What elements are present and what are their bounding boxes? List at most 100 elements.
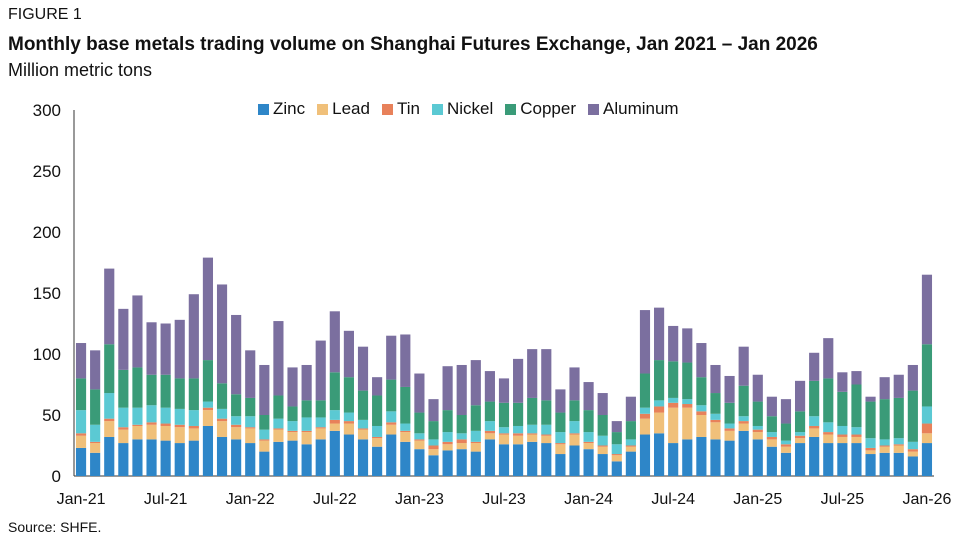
bar-segment-tin [865, 447, 876, 451]
bar-segment-nickel [470, 430, 481, 442]
bar-segment-lead [879, 446, 890, 453]
bar-segment-zinc [216, 436, 228, 476]
bar-segment-aluminum [386, 335, 397, 380]
bar-segment-zinc [569, 445, 580, 476]
bar-segment-nickel [513, 425, 524, 434]
bar-segment-nickel [160, 407, 171, 424]
bar-segment-lead [823, 434, 834, 444]
bar-segment-copper [188, 378, 199, 411]
bar-segment-zinc [386, 434, 397, 476]
bar-segment-tin [809, 425, 820, 429]
x-tick-label: Jul-23 [482, 491, 526, 508]
bar-segment-nickel [780, 440, 792, 445]
bar-segment-copper [216, 383, 228, 409]
bar-segment-zinc [132, 439, 143, 476]
bar-segment-copper [400, 386, 411, 424]
bar-segment-tin [484, 430, 495, 434]
bar-segment-nickel [625, 439, 636, 446]
bar-segment-nickel [555, 432, 566, 444]
bar-segment-aluminum [823, 338, 834, 379]
bar-segment-aluminum [90, 350, 101, 390]
bar-segment-aluminum [851, 371, 862, 385]
bar-segment-aluminum [231, 314, 242, 395]
bar-segment-aluminum [907, 364, 918, 391]
bar-segment-aluminum [160, 323, 171, 375]
bar-segment-lead [160, 425, 171, 441]
y-tick-label: 50 [42, 406, 61, 425]
bar-segment-aluminum [710, 364, 721, 394]
bar-segment-aluminum [104, 268, 115, 345]
bar-segment-copper [780, 423, 792, 441]
bar-segment-lead [893, 445, 904, 453]
bar-segment-aluminum [484, 371, 495, 402]
bar-segment-aluminum [357, 346, 369, 391]
bar-segment-tin [498, 433, 510, 435]
bar-segment-tin [428, 445, 439, 450]
bar-segment-lead [315, 428, 326, 440]
bar-segment-copper [118, 369, 129, 408]
bar-segment-nickel [301, 417, 312, 431]
legend-label-aluminum: Aluminum [603, 99, 679, 118]
bar-segment-tin [907, 449, 918, 452]
bar-segment-aluminum [498, 378, 510, 403]
bar-segment-tin [780, 444, 792, 447]
bar-segment-aluminum [400, 334, 411, 387]
bar-segment-zinc [597, 454, 608, 476]
bar-segment-nickel [456, 433, 467, 440]
legend-label-tin: Tin [396, 99, 420, 118]
bar-segment-copper [273, 395, 284, 419]
bar-segment-aluminum [301, 364, 312, 401]
bar-segment-aluminum [809, 352, 820, 381]
bar-segment-tin [90, 441, 101, 444]
bar-segment-zinc [104, 436, 115, 476]
bar-segment-aluminum [752, 374, 763, 402]
bar-segment-aluminum [696, 343, 707, 378]
bar-segment-aluminum [188, 294, 199, 379]
bar-segment-copper [823, 378, 834, 423]
bar-segment-lead [118, 429, 129, 444]
bar-segment-nickel [202, 401, 214, 408]
bar-segment-nickel [710, 413, 721, 420]
bar-segment-aluminum [216, 284, 228, 384]
bar-segment-copper [428, 421, 439, 440]
bar-segment-zinc [301, 444, 312, 476]
bar-segment-copper [569, 400, 580, 422]
bar-segment-copper [766, 416, 777, 433]
bar-segment-lead [794, 438, 806, 444]
bar-segment-nickel [386, 411, 397, 423]
bar-segment-lead [343, 423, 354, 435]
bar-segment-aluminum [654, 307, 665, 361]
bar-segment-tin [118, 427, 129, 430]
bar-segment-tin [541, 434, 552, 436]
bar-segment-aluminum [428, 399, 439, 422]
bar-segment-lead [921, 433, 933, 444]
x-tick-label: Jan-22 [226, 491, 275, 508]
bar-segment-copper [287, 406, 298, 422]
bar-segment-tin [400, 430, 411, 433]
bar-segment-tin [414, 439, 425, 441]
bar-segment-aluminum [583, 382, 594, 411]
bar-segment-aluminum [372, 377, 383, 396]
bar-segment-tin [654, 406, 665, 413]
bar-segment-tin [104, 418, 115, 422]
bar-segment-tin [174, 424, 185, 428]
bar-segment-aluminum [668, 325, 679, 362]
bar-segment-copper [456, 415, 467, 434]
x-tick-label: Jul-25 [821, 491, 865, 508]
bar-segment-tin [893, 444, 904, 446]
bar-segment-copper [527, 397, 538, 425]
bar-segment-nickel [273, 418, 284, 429]
bar-segment-lead [357, 429, 369, 440]
bar-segment-lead [513, 435, 524, 445]
bar-segment-zinc [668, 443, 679, 476]
bar-segment-nickel [259, 429, 270, 440]
bar-segment-zinc [400, 441, 411, 476]
legend-swatch-aluminum [588, 103, 600, 115]
bar-segment-aluminum [442, 366, 453, 411]
legend-item-copper: Copper [505, 99, 576, 119]
bar-segment-copper [146, 374, 157, 406]
bar-segment-zinc [809, 436, 820, 476]
bar-segment-tin [668, 402, 679, 408]
bar-segment-tin [724, 428, 735, 431]
bar-segment-lead [90, 443, 101, 453]
